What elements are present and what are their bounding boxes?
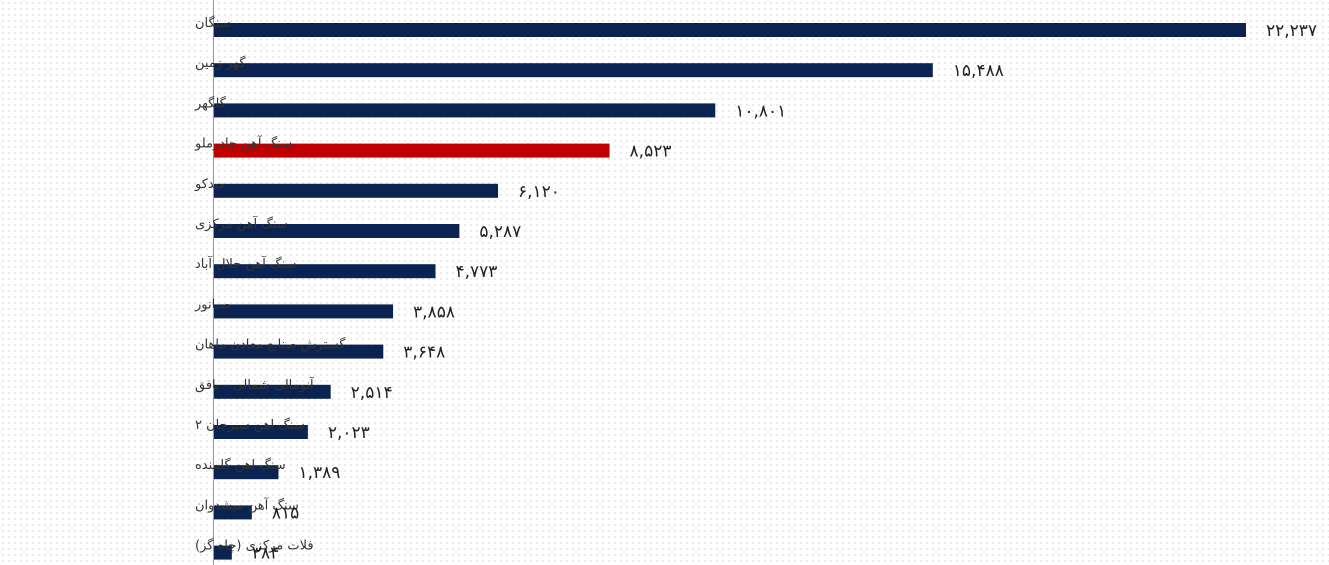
value-label: ۱,۳۸۹ xyxy=(298,463,340,483)
bar-9 xyxy=(214,384,331,399)
category-label: سنگان xyxy=(195,15,231,31)
bar-2 xyxy=(214,103,716,118)
category-label: سنگ اهن سیرجان ۲ xyxy=(195,417,305,433)
value-label: ۲۲,۲۳۷ xyxy=(1266,21,1317,41)
category-label: صبانور xyxy=(194,297,231,312)
category-label: سنگ آهن مرکزی xyxy=(195,215,288,232)
category-label: سنگ اهن گلمنده xyxy=(195,457,286,473)
bar-13 xyxy=(214,545,232,560)
bar-0 xyxy=(214,23,1246,37)
category-label: گلگهر xyxy=(194,95,227,111)
category-label: سنگ آهن جلال آباد xyxy=(195,255,296,272)
bar-7 xyxy=(214,304,394,319)
bar-10 xyxy=(214,425,308,439)
bar-11 xyxy=(214,465,279,480)
category-label: گسترش صنایع معادن ماهان xyxy=(195,337,346,353)
bar-4 xyxy=(214,183,499,198)
category-label: سنگ آهن چادرملو xyxy=(194,135,292,152)
bar-3 xyxy=(214,143,610,158)
category-label: آنومالی شمالی - بافق xyxy=(195,376,315,393)
category-label: سنگ آهن میشدوان xyxy=(195,496,299,513)
value-label: ۳,۶۴۸ xyxy=(403,343,445,363)
value-label: ۸۱۵ xyxy=(272,503,299,523)
value-label: ۱۰,۸۰۱ xyxy=(735,101,786,121)
value-label: ۳۸۴ xyxy=(252,544,279,564)
value-label: ۱۵,۴۸۸ xyxy=(953,61,1004,81)
value-label: ۴,۷۷۳ xyxy=(456,262,498,282)
bar-1 xyxy=(214,63,933,78)
value-label: ۵,۲۸۷ xyxy=(479,222,521,242)
category-label: میدکو xyxy=(194,177,226,192)
bar-5 xyxy=(214,224,460,238)
bar-12 xyxy=(214,505,252,520)
value-label: ۲,۰۲۳ xyxy=(328,423,370,443)
value-label: ۲,۵۱۴ xyxy=(351,383,393,403)
bar-8 xyxy=(214,344,384,359)
value-label: ۶,۱۲۰ xyxy=(518,182,560,202)
category-label: گهر زمین xyxy=(195,55,246,71)
value-label: ۳,۸۵۸ xyxy=(413,302,455,322)
value-label: ۸,۵۲۳ xyxy=(630,142,672,162)
category-label: فلات مرکزی (چاه گز) xyxy=(195,538,314,554)
bar-6 xyxy=(214,264,436,279)
bars-group: سنگان ۲۲,۲۳۷ گهر زمین ۱۵,۴۸۸ گلگهر ۱۰,۸۰۱ سنگ … xyxy=(194,15,1317,564)
